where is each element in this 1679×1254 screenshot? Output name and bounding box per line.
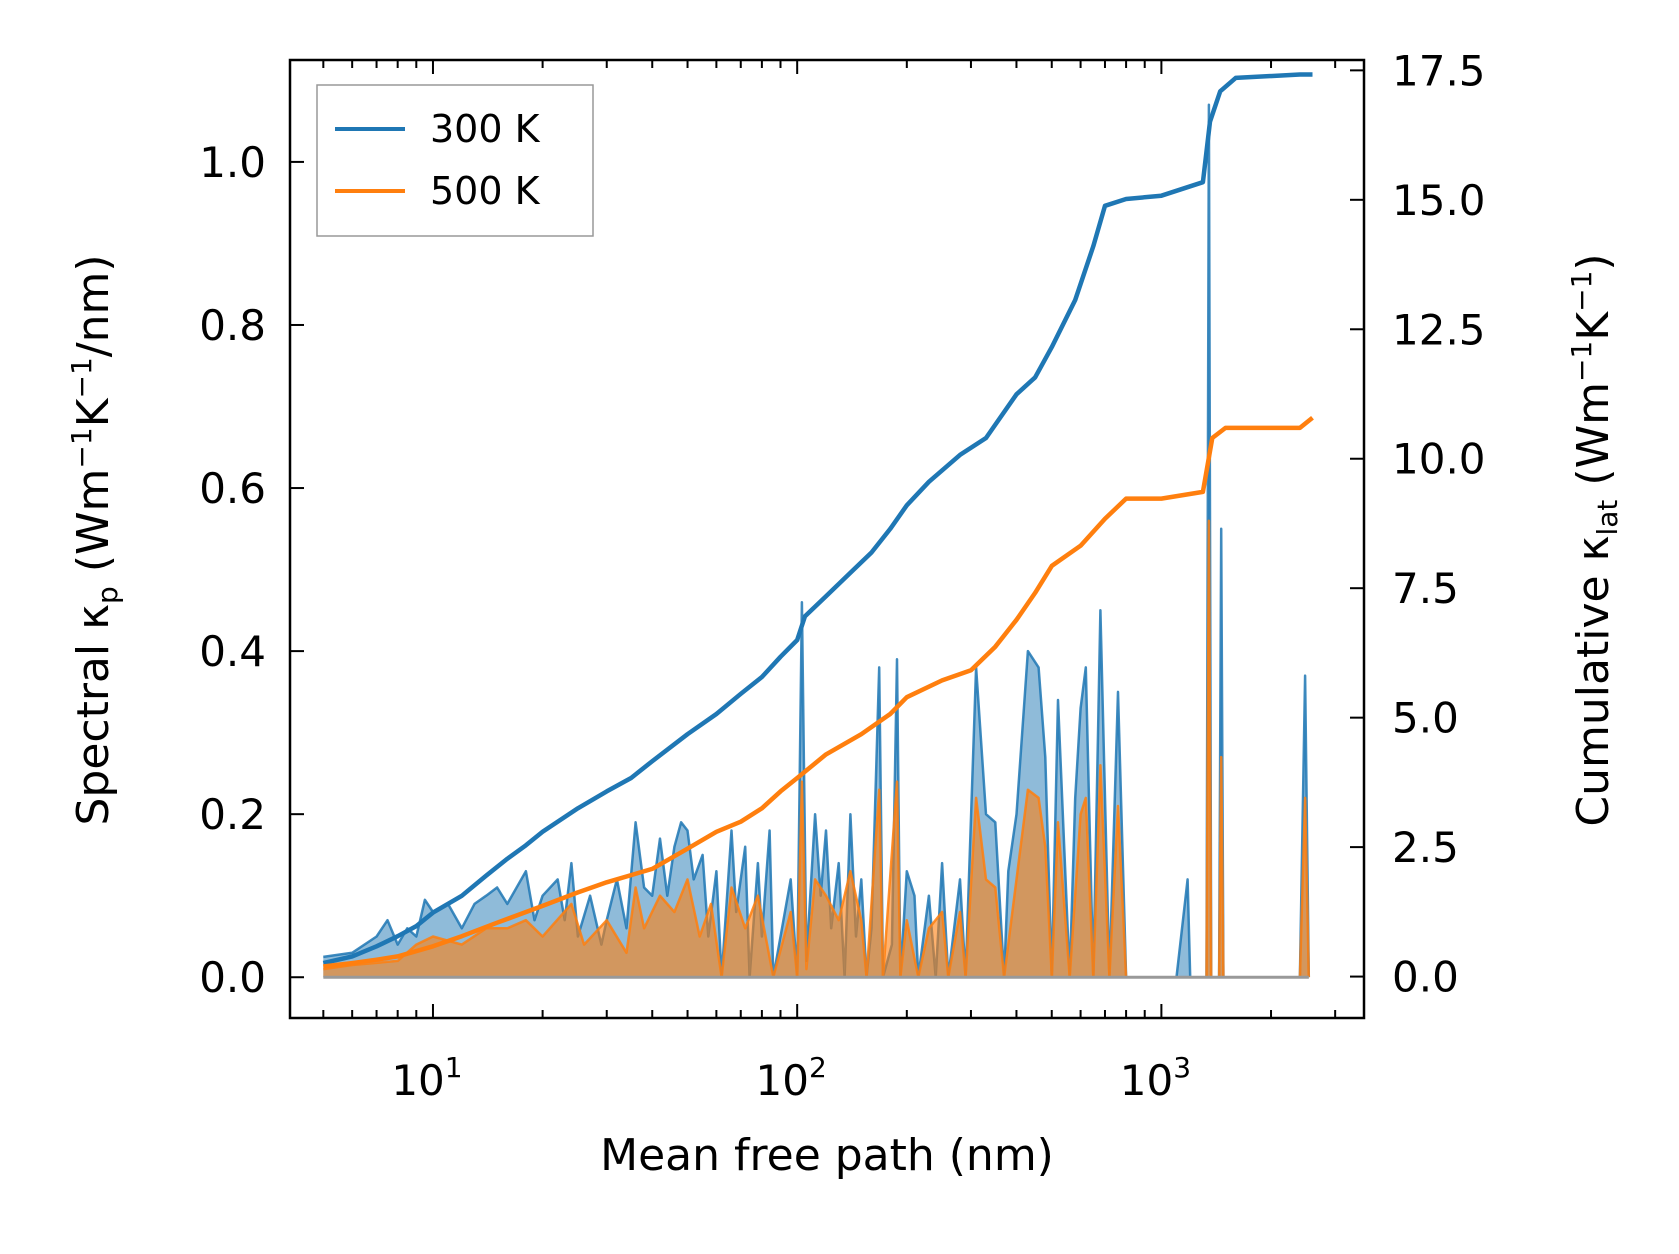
left-title-units-pre: (Wm [68,469,119,573]
spectral-fills [323,103,1311,979]
plot-frame [288,58,1366,1020]
left-axis-title: Spectral κp (Wm−1K−1/nm) [65,254,124,825]
right-title-space [1568,486,1619,500]
left-y-tick-label: 0.8 [199,301,266,350]
cumulative-line-500k [323,416,1314,969]
right-y-tick-label: 2.5 [1392,823,1459,872]
legend-box [316,84,594,237]
cumulative-line-300k [322,72,1313,966]
right-y-tick-label: 10.0 [1392,435,1486,484]
left-title-units-post: /nm) [68,254,119,357]
x-tick-label: 103 [1120,1051,1191,1105]
legend-label-300k: 300 K [430,107,541,151]
right-axis-title: Cumulative κlat (Wm−1K−1) [1565,253,1624,826]
left-y-tick-label: 0.0 [199,953,266,1002]
legend: 300 K 500 K [316,84,594,237]
left-title-sub: p [91,586,124,604]
left-title-exp2: −1 [65,357,98,398]
left-y-tick-label: 1.0 [199,138,266,187]
right-y-tick-label: 7.5 [1392,564,1459,613]
right-y-tick-label: 15.0 [1392,176,1486,225]
legend-label-500k: 500 K [430,169,541,213]
right-title-exp2: −1 [1565,271,1598,312]
right-y-tick-label: 5.0 [1392,694,1459,743]
left-y-tick-label: 0.4 [199,627,266,676]
right-title-units-post: ) [1568,253,1619,270]
x-tick-label: 102 [756,1051,827,1105]
left-title-exp1: −1 [65,427,98,468]
right-y-tick-label: 0.0 [1392,953,1459,1002]
right-title-units-pre: (Wm [1568,382,1619,486]
left-y-tick-label: 0.2 [199,790,266,839]
spectral-line-300k [323,103,1311,979]
left-y-tick-label: 0.6 [199,464,266,513]
left-title-main: Spectral κ [68,604,119,826]
cumulative-lines [322,72,1314,969]
left-title-space [68,572,119,586]
right-y-tick-label: 12.5 [1392,305,1486,354]
right-title-sub: lat [1591,500,1624,536]
left-title-units-mid: K [68,397,119,427]
right-title-exp1: −1 [1565,341,1598,382]
axis-ticks: 101 102 103 0.0 0.2 0.4 0.6 0.8 1.0 0.0 2.5 5.0 7.5 1… [199,46,1485,1105]
right-title-main: Cumulative κ [1568,536,1619,827]
x-tick-label: 101 [391,1051,462,1105]
right-title-units-mid: K [1568,311,1619,341]
x-axis-title: Mean free path (nm) [600,1130,1054,1181]
right-y-tick-label: 17.5 [1392,46,1486,95]
